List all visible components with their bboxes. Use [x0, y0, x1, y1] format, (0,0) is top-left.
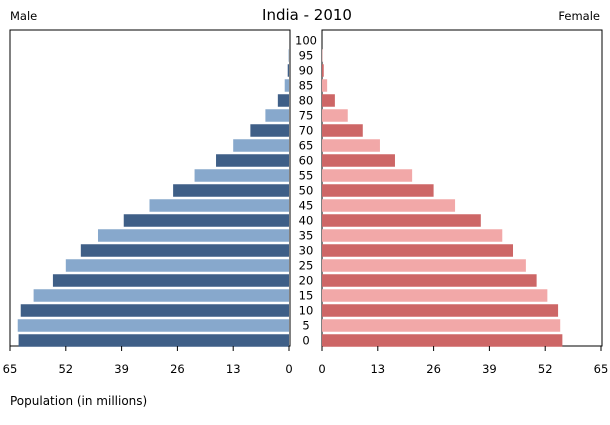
- female-bar-age-5: [322, 319, 561, 332]
- age-label-35: 35: [299, 229, 314, 243]
- age-label-65: 65: [299, 139, 314, 153]
- age-label-75: 75: [299, 109, 314, 123]
- male-tick-label-65: 65: [3, 362, 18, 376]
- male-bar-age-60: [216, 154, 289, 167]
- male-bar-age-80: [277, 94, 289, 107]
- male-tick-label-39: 39: [114, 362, 129, 376]
- male-bar-age-0: [18, 334, 289, 347]
- female-bar-age-20: [322, 274, 537, 287]
- male-bar-age-40: [123, 214, 289, 227]
- female-bar-age-15: [322, 289, 548, 302]
- female-bar-age-70: [322, 124, 363, 137]
- male-bar-age-10: [20, 304, 289, 317]
- female-tick-label-13: 13: [370, 362, 385, 376]
- female-bar-age-80: [322, 94, 335, 107]
- female-bar-age-35: [322, 229, 503, 242]
- chart-title: India - 2010: [262, 6, 352, 24]
- female-bar-age-25: [322, 259, 526, 272]
- female-bar-age-75: [322, 109, 348, 122]
- female-bar-age-50: [322, 184, 434, 197]
- female-bar-age-10: [322, 304, 559, 317]
- male-tick-label-52: 52: [58, 362, 73, 376]
- male-bar-age-65: [233, 139, 289, 152]
- female-bar-age-30: [322, 244, 514, 257]
- female-bar-age-85: [322, 79, 328, 92]
- male-bar-age-15: [33, 289, 289, 302]
- male-bar-age-35: [97, 229, 289, 242]
- male-bar-age-50: [173, 184, 289, 197]
- female-bar-age-0: [322, 334, 563, 347]
- male-tick-label-0: 0: [285, 362, 292, 376]
- male-tick-label-26: 26: [170, 362, 185, 376]
- female-tick-label-65: 65: [594, 362, 609, 376]
- female-bar-age-65: [322, 139, 380, 152]
- female-tick-label-0: 0: [318, 362, 325, 376]
- age-label-95: 95: [299, 49, 314, 63]
- male-tick-label-13: 13: [226, 362, 241, 376]
- male-bar-age-70: [250, 124, 289, 137]
- age-label-10: 10: [299, 304, 314, 318]
- male-bar-age-45: [149, 199, 289, 212]
- female-tick-label-39: 39: [482, 362, 497, 376]
- male-bar-age-90: [287, 64, 289, 77]
- age-label-30: 30: [299, 244, 314, 258]
- female-bar-age-55: [322, 169, 413, 182]
- age-label-50: 50: [299, 184, 314, 198]
- age-label-60: 60: [299, 154, 314, 168]
- female-bar-age-60: [322, 154, 395, 167]
- age-label-80: 80: [299, 94, 314, 108]
- female-bar-age-40: [322, 214, 481, 227]
- x-axis-ticks-group: 0 0 13 13 26 26 39 39 52 52 65 65: [3, 346, 609, 376]
- female-tick-label-26: 26: [426, 362, 441, 376]
- age-label-90: 90: [299, 64, 314, 78]
- age-label-15: 15: [299, 289, 314, 303]
- age-label-25: 25: [299, 259, 314, 273]
- x-axis-label: Population (in millions): [10, 394, 147, 408]
- age-label-5: 5: [302, 319, 309, 333]
- male-bar-age-30: [80, 244, 289, 257]
- age-label-40: 40: [299, 214, 314, 228]
- male-bar-age-85: [284, 79, 289, 92]
- age-label-20: 20: [299, 274, 314, 288]
- female-side-label: Female: [558, 9, 600, 23]
- male-bar-age-20: [52, 274, 289, 287]
- age-label-85: 85: [299, 79, 314, 93]
- male-bar-age-5: [17, 319, 289, 332]
- age-label-100: 100: [295, 34, 317, 48]
- male-bar-age-75: [265, 109, 289, 122]
- bars-group: [17, 49, 563, 347]
- age-label-0: 0: [302, 334, 309, 348]
- female-bar-age-45: [322, 199, 456, 212]
- age-labels-group: 0510152025303540455055606570758085909510…: [295, 34, 317, 348]
- male-bar-age-55: [194, 169, 289, 182]
- female-tick-label-52: 52: [538, 362, 553, 376]
- male-bar-age-25: [65, 259, 289, 272]
- age-label-45: 45: [299, 199, 314, 213]
- female-bar-age-90: [322, 64, 324, 77]
- age-label-70: 70: [299, 124, 314, 138]
- male-side-label: Male: [10, 9, 37, 23]
- age-label-55: 55: [299, 169, 314, 183]
